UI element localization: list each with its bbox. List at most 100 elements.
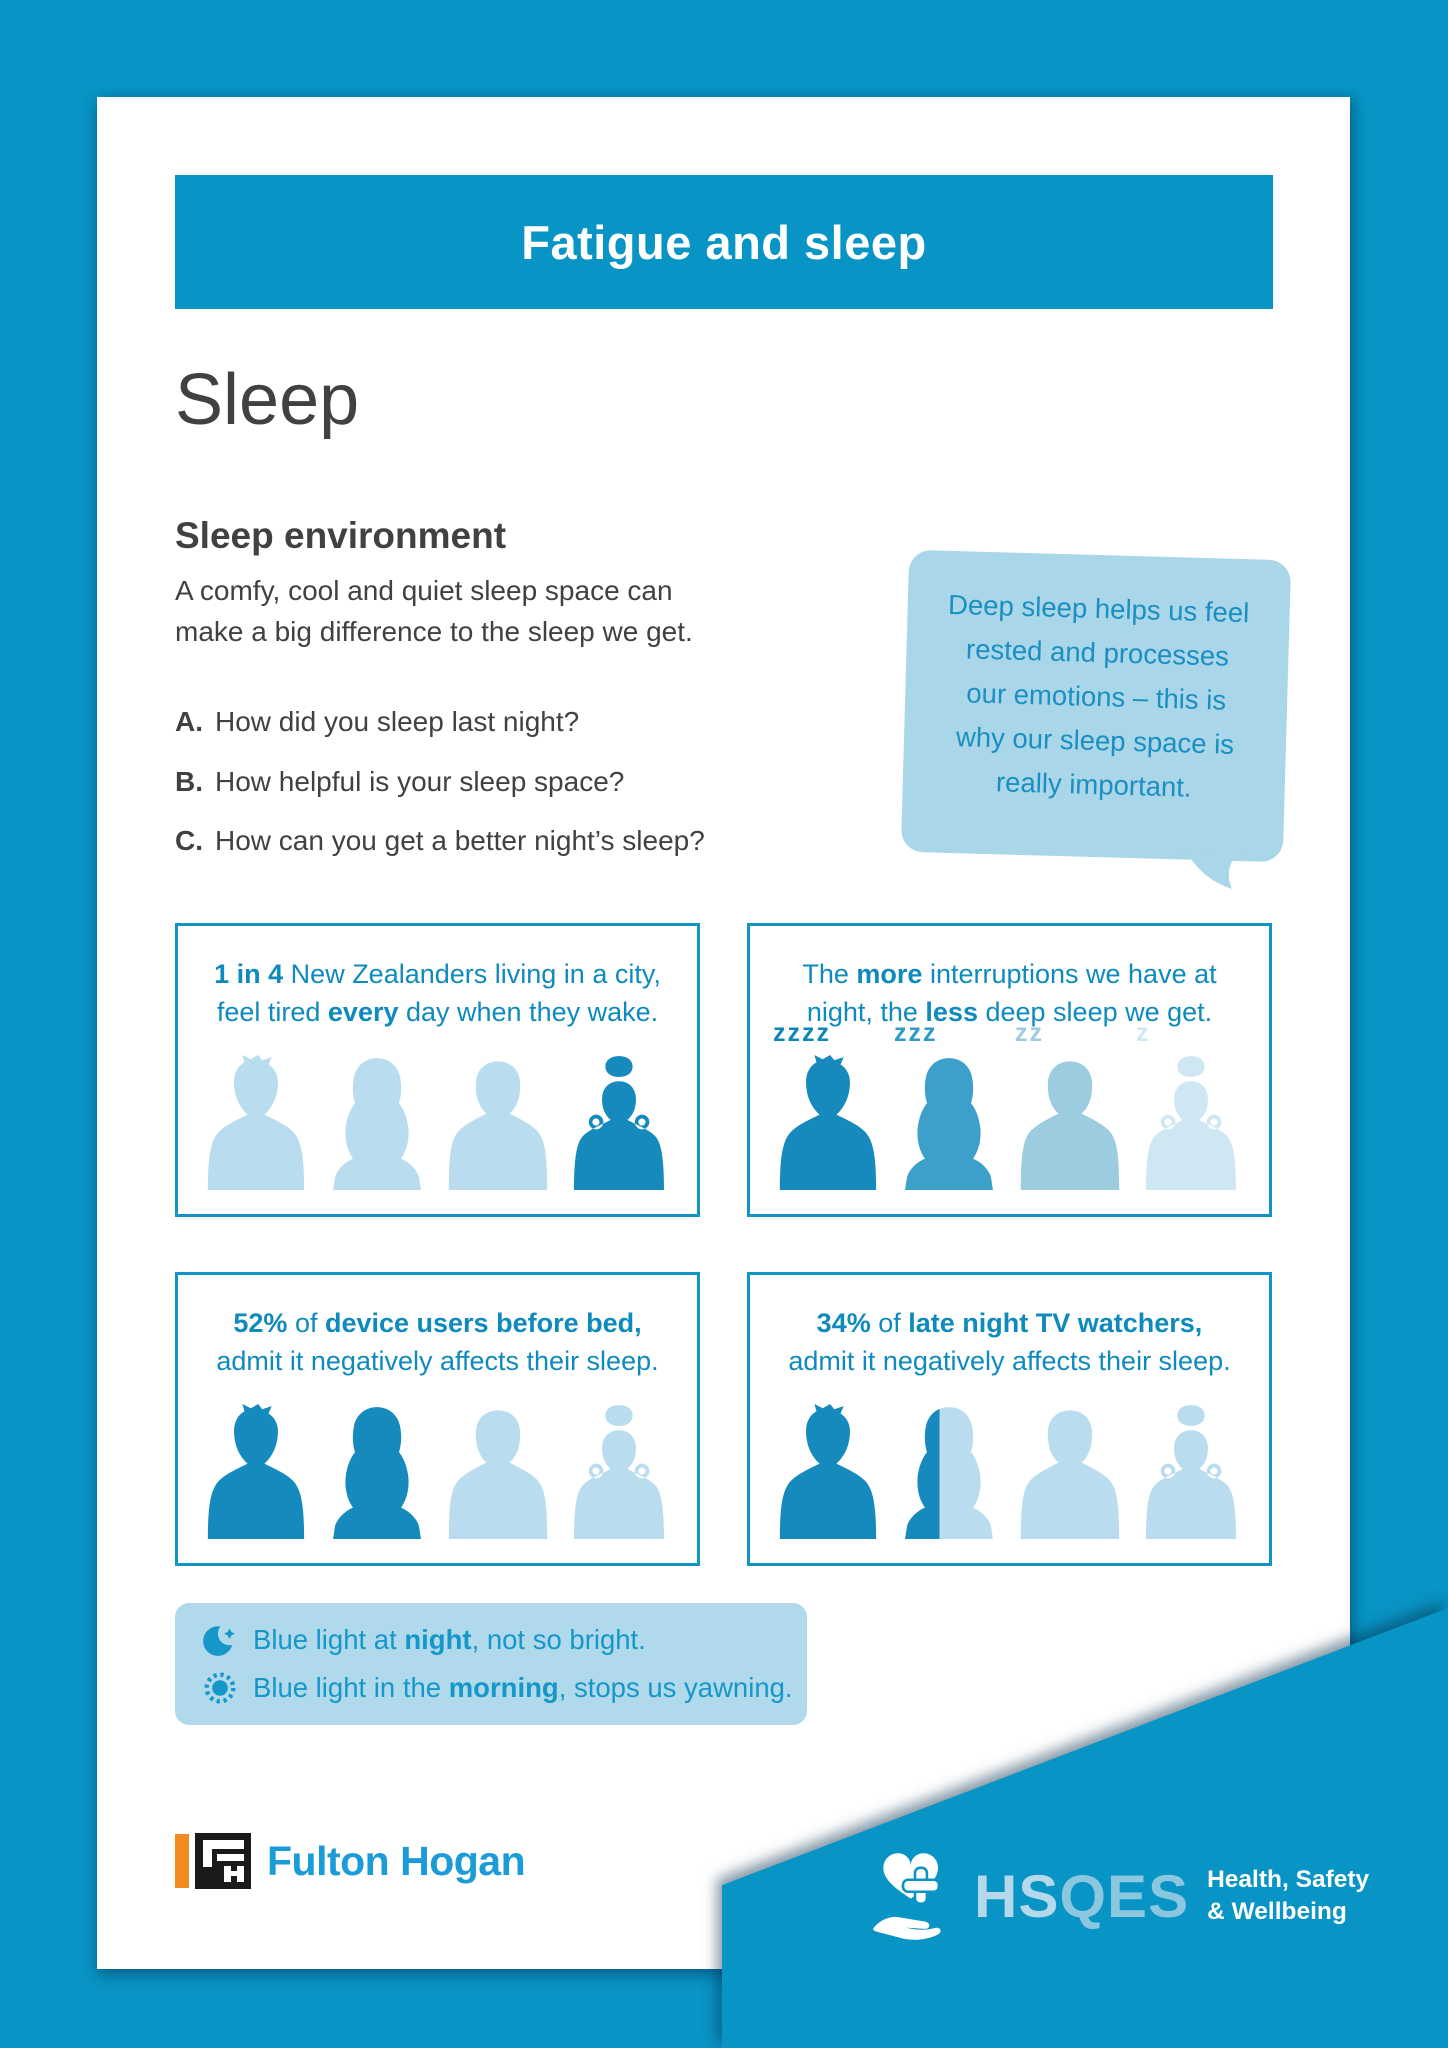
question-letter: C. (175, 825, 203, 857)
text-segment: every (327, 996, 399, 1027)
silhouette-wrap (769, 1054, 887, 1190)
section-title: Sleep environment (175, 515, 507, 556)
silhouette-wrap (318, 1403, 436, 1539)
question-list: A. How did you sleep last night? B. How … (175, 705, 775, 884)
person-silhouette-icon (1132, 1054, 1250, 1190)
person-silhouette-icon (560, 1054, 678, 1190)
hsqes-letter: E (1107, 1862, 1149, 1930)
silhouette-wrap (439, 1403, 557, 1539)
text-segment: Blue light at (253, 1624, 405, 1655)
text-segment: The (802, 959, 857, 989)
person-silhouette-icon (439, 1054, 557, 1190)
person-silhouette: zzz (890, 1021, 1008, 1190)
section-body: A comfy, cool and quiet sleep space can … (175, 575, 693, 647)
person-silhouette-icon (890, 1054, 1008, 1190)
question-item-b: B. How helpful is your sleep space? (175, 765, 775, 799)
silhouette-row (750, 1403, 1269, 1539)
stat-heading: 1 in 4 New Zealanders living in a city, … (178, 956, 697, 1032)
silhouette-wrap (769, 1403, 887, 1539)
fulton-hogan-orange-bar (175, 1834, 189, 1888)
person-silhouette-icon (1132, 1403, 1250, 1539)
person-silhouette (1132, 1403, 1250, 1539)
person-silhouette (439, 1403, 557, 1539)
fulton-hogan-mark-icon (195, 1833, 251, 1889)
hsqes-tagline: Health, Safety & Wellbeing (1207, 1866, 1370, 1925)
stat-heading: 52% of device users before bed, admit it… (178, 1305, 697, 1381)
person-silhouette (1011, 1403, 1129, 1539)
stat-box-tired-new-zealanders: 1 in 4 New Zealanders living in a city, … (175, 923, 700, 1217)
zzz-label: zz (1015, 1019, 1044, 1047)
person-silhouette-icon (197, 1054, 315, 1190)
stat-heading: The more interruptions we have at night,… (750, 956, 1269, 1032)
text-segment: admit it negatively affects their sleep. (216, 1345, 659, 1376)
person-silhouette (560, 1403, 678, 1539)
text-segment: morning (448, 1672, 559, 1703)
person-silhouette-icon (318, 1403, 436, 1539)
stat-box-interruptions: The more interruptions we have at night,… (747, 923, 1272, 1217)
zzz-label: zzzz (773, 1019, 831, 1047)
text-segment: day when they wake. (398, 996, 659, 1027)
stat-box-device-users: 52% of device users before bed, admit it… (175, 1272, 700, 1566)
person-silhouette-icon (318, 1054, 436, 1190)
moon-icon (203, 1626, 235, 1656)
person-silhouette (890, 1403, 1008, 1539)
person-silhouette (769, 1403, 887, 1539)
stat-box-tv-watchers: 34% of late night TV watchers, admit it … (747, 1272, 1272, 1566)
silhouette-wrap (1011, 1054, 1129, 1190)
person-silhouette (197, 1054, 315, 1190)
speech-bubble-tail (1181, 849, 1242, 889)
text-segment: , stops us yawning. (558, 1672, 793, 1703)
text-segment: , not so bright. (471, 1624, 646, 1655)
person-silhouette-icon (769, 1054, 887, 1190)
person-silhouette (318, 1054, 436, 1190)
text-segment: night (404, 1624, 472, 1655)
silhouette-wrap (1132, 1403, 1250, 1539)
zzz-label: zzz (894, 1019, 938, 1047)
person-silhouette-icon (560, 1403, 678, 1539)
person-silhouette-icon (1011, 1054, 1129, 1190)
hsqes-letter: S (1148, 1862, 1190, 1930)
hsqes-letter: S (1018, 1862, 1060, 1930)
speech-bubble: Deep sleep helps us feel rested and proc… (900, 549, 1292, 889)
person-silhouette (197, 1403, 315, 1539)
header-band: Fatigue and sleep (175, 175, 1273, 309)
question-letter: A. (175, 706, 203, 737)
silhouette-row: zzzz zzz zz z (750, 1021, 1269, 1190)
fulton-hogan-logo: Fulton Hogan (175, 1833, 526, 1889)
silhouette-wrap (1132, 1054, 1250, 1190)
person-silhouette-icon (769, 1403, 887, 1539)
text-segment: admit it negatively affects their sleep. (788, 1345, 1231, 1376)
person-silhouette: zzzz (769, 1021, 887, 1190)
hsqes-letter: Q (1059, 1862, 1108, 1930)
blue-light-night-row: Blue light at night, not so bright. (201, 1621, 807, 1659)
text-segment: of (870, 1308, 909, 1338)
text-segment: 1 in 4 (214, 959, 284, 989)
question-text: How helpful is your sleep space? (215, 765, 625, 797)
person-silhouette: z (1132, 1021, 1250, 1190)
stat-heading: 34% of late night TV watchers, admit it … (750, 1305, 1269, 1381)
fulton-hogan-wordmark: Fulton Hogan (267, 1837, 526, 1884)
text-segment: deep sleep we get. (977, 996, 1213, 1027)
silhouette-row (178, 1403, 697, 1539)
silhouette-wrap (197, 1054, 315, 1190)
sleep-heading: Sleep (175, 360, 360, 440)
page-title: Fatigue and sleep (521, 215, 927, 269)
text-segment: late night TV watchers, (908, 1308, 1203, 1338)
text-segment: 52% (233, 1308, 288, 1338)
blue-light-morning-text: Blue light in the morning, stops us yawn… (253, 1672, 793, 1704)
person-silhouette-icon (197, 1403, 315, 1539)
silhouette-wrap (890, 1054, 1008, 1190)
silhouette-wrap (439, 1054, 557, 1190)
person-silhouette-icon (439, 1403, 557, 1539)
person-silhouette-icon (1011, 1403, 1129, 1539)
silhouette-wrap (890, 1403, 1008, 1539)
question-item-c: C. How can you get a better night’s slee… (175, 824, 775, 858)
person-silhouette: zz (1011, 1021, 1129, 1190)
silhouette-wrap (560, 1403, 678, 1539)
question-letter: B. (175, 765, 203, 797)
blue-light-tip-box: Blue light at night, not so bright. Blue… (175, 1603, 807, 1725)
blue-light-morning-row: Blue light in the morning, stops us yawn… (201, 1669, 807, 1707)
hand-heart-icon (873, 1853, 941, 1940)
